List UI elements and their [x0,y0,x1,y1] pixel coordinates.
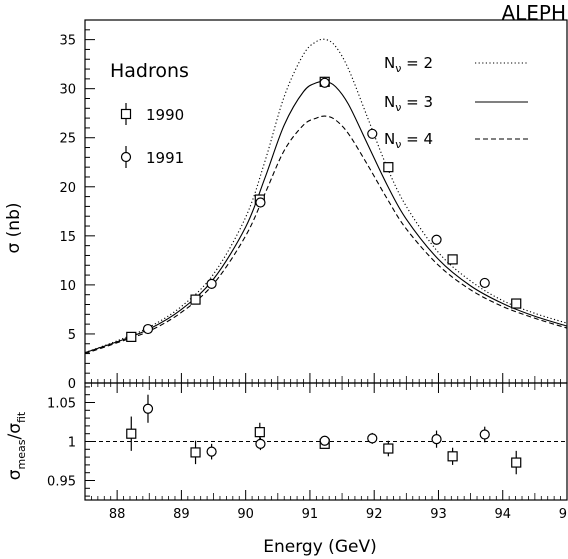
ratio-data-1990-square-marker [511,457,522,468]
legend-1990-square-marker [120,108,132,120]
legend-label-main: N [384,130,395,148]
ratio-data-1991-circle-marker [319,435,330,446]
main-y-axis-label: σ (nb) [4,202,24,253]
main-data-1990-square-marker [190,294,201,305]
main-data-1990-square-marker [447,254,458,265]
x-tick-label: 89 [173,507,190,522]
ratio-data-1991-circle-marker [367,433,378,444]
legend-label-nnu4: Nν = 4 [384,130,433,151]
ratio-y-tick-label: 1 [68,436,76,451]
legend-label-main: N [384,93,395,111]
ratio-data-1990-square-marker [126,428,137,439]
legend-label-nnu3: Nν = 3 [384,93,433,114]
ratio-data-1991-circle-marker [142,403,154,414]
ratio-data-1991-circle-marker [206,446,217,457]
main-y-tick-label: 35 [59,34,76,49]
x-tick-label: 90 [237,507,254,522]
legend-label-1990: 1990 [146,106,184,124]
x-tick-label: 93 [430,507,447,522]
legend-label-sub: ν [395,62,401,75]
legend-label-sub: ν [395,101,401,114]
main-y-tick-label: 10 [59,279,76,294]
ratio-data-1990-square-marker [447,451,458,462]
main-data-1990-square-marker [126,331,137,342]
ratio-data-1990-square-marker [383,443,394,454]
legend-1991-circle-marker [120,151,132,163]
main-data-1990-square-marker [511,298,522,309]
legend-label-1991: 1991 [146,149,184,167]
ratio-data-1991-circle-marker [479,429,490,440]
main-y-tick-label: 5 [68,328,76,343]
legend-label-main: N [384,54,395,72]
ratio-y-label-num: σ [5,469,25,480]
main-data-1990-square-marker [383,162,394,173]
ratio-y-tick-label: 1.05 [47,397,76,412]
legend-label-sub: ν [395,138,401,151]
experiment-label: ALEPH [501,1,566,25]
ratio-y-label-den: σ [5,423,25,434]
main-data-1991-circle-marker [367,128,378,139]
main-y-tick-label: 15 [59,230,76,245]
ratio-y-label-num-sub: meas [15,439,28,469]
ratio-y-tick-label: 0.95 [47,475,76,490]
main-y-tick-label: 30 [59,83,76,98]
main-data-1991-circle-marker [142,323,154,335]
legend-label-nnu2: Nν = 2 [384,54,433,75]
main-data-1991-circle-marker [431,234,442,245]
main-data-1991-circle-marker [255,197,266,208]
ratio-y-label-den-sub: fit [15,411,28,423]
ratio-y-label-slash: / [5,434,25,440]
ratio-data-1991-circle-marker [255,438,266,449]
main-y-tick-label: 0 [68,377,76,392]
legend-label-value: = 2 [401,54,433,72]
main-data-1991-circle-marker [206,278,217,290]
x-tick-label: 94 [494,507,511,522]
ratio-data-1991-circle-marker [431,434,442,445]
x-tick-label: 95 [559,507,568,522]
main-data-1991-circle-marker [479,277,490,289]
main-y-tick-label: 25 [59,132,76,147]
legend-label-value: = 3 [401,93,433,111]
main-data-1991-circle-marker [319,77,330,88]
x-tick-label: 91 [302,507,319,522]
series-line-nnu4 [84,115,568,355]
main-plot: 0 5 10 15 20 25 30 35 [59,19,568,392]
x-tick-label: 92 [366,507,383,522]
x-axis-label: Energy (GeV) [263,537,376,557]
panel-label: Hadrons [110,60,189,82]
ratio-data-1990-square-marker [254,427,265,438]
x-tick-label: 88 [109,507,126,522]
legend-label-value: = 4 [401,130,433,148]
ratio-y-axis-label: σmeas/σfit [5,411,28,480]
main-y-tick-label: 20 [59,181,76,196]
ratio-plot: 0.95 1 1.05 88 89 90 91 92 93 94 95 [47,382,568,522]
ratio-data-1990-square-marker [190,447,201,458]
